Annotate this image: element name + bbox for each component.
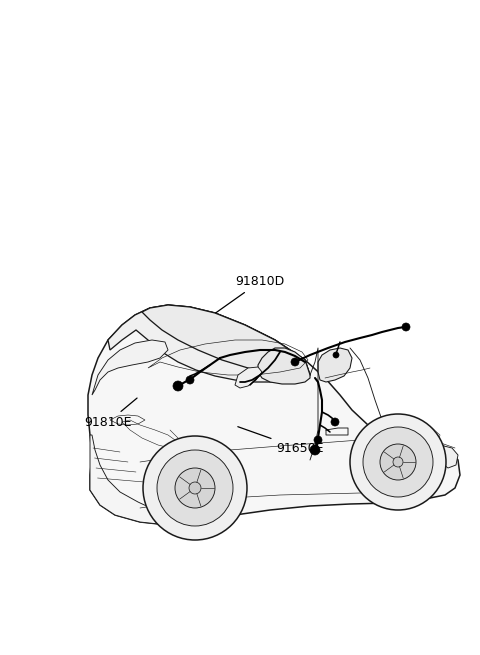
Circle shape [189, 482, 201, 494]
Circle shape [402, 323, 410, 331]
Circle shape [143, 436, 247, 540]
Text: 91650E: 91650E [238, 426, 324, 455]
Polygon shape [437, 445, 458, 468]
Circle shape [173, 381, 183, 391]
Polygon shape [235, 367, 262, 388]
Polygon shape [92, 340, 168, 395]
Polygon shape [142, 305, 310, 378]
Circle shape [393, 457, 403, 467]
Polygon shape [318, 348, 352, 382]
Circle shape [333, 352, 339, 358]
Text: 91810E: 91810E [84, 398, 137, 429]
Circle shape [331, 418, 339, 426]
Polygon shape [88, 305, 460, 525]
Circle shape [314, 436, 322, 444]
Circle shape [291, 358, 299, 366]
Circle shape [363, 427, 433, 497]
Circle shape [380, 444, 416, 480]
Circle shape [157, 450, 233, 526]
Circle shape [175, 468, 215, 508]
Text: 91810D: 91810D [216, 275, 285, 313]
Polygon shape [258, 348, 310, 384]
Polygon shape [90, 435, 185, 525]
Circle shape [310, 445, 320, 455]
Polygon shape [108, 305, 310, 382]
Circle shape [186, 376, 194, 384]
Circle shape [350, 414, 446, 510]
